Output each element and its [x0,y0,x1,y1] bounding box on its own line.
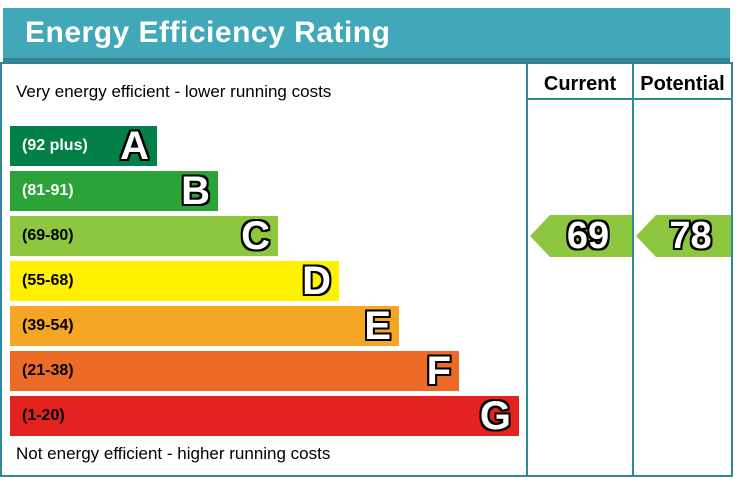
band-range-label: (81-91) [22,182,74,199]
current-rating-value: 69 [566,215,610,257]
band-letter: G [479,394,511,438]
band-range-label: (69-80) [22,227,74,244]
band-range-label: (21-38) [22,362,74,379]
band-E: (39-54) E [10,306,399,346]
current-column-left-divider [526,64,528,475]
band-letter: B [181,169,210,213]
top-caption: Very energy efficient - lower running co… [16,82,332,101]
current-column-header: Current [543,73,617,95]
chart-body: Very energy efficient - lower running co… [0,62,733,477]
band-letter: A [120,124,149,168]
column-header-divider [526,98,731,100]
band-A: (92 plus) A [10,126,157,166]
band-B: (81-91) B [10,171,218,211]
title-bar: Energy Efficiency Rating [3,8,730,62]
band-range-label: (1-20) [22,407,65,424]
bottom-caption: Not energy efficient - higher running co… [16,444,331,463]
potential-column-left-divider [632,64,634,475]
band-letter: C [241,214,270,258]
potential-rating-value: 78 [669,215,712,257]
band-range-label: (39-54) [22,317,74,334]
band-letter: F [426,349,451,393]
page-title: Energy Efficiency Rating [25,16,391,49]
band-letter: E [364,304,391,348]
band-C: (69-80) C [10,216,278,256]
potential-rating-arrow: 78 [636,215,731,257]
band-range-label: (55-68) [22,272,74,289]
band-G: (1-20) G [10,396,519,436]
band-range-label: (92 plus) [22,137,88,154]
band-F: (21-38) F [10,351,459,391]
band-D: (55-68) D [10,261,339,301]
current-rating-arrow: 69 [530,215,632,257]
potential-column-header: Potential [640,73,725,95]
band-letter: D [302,259,331,303]
